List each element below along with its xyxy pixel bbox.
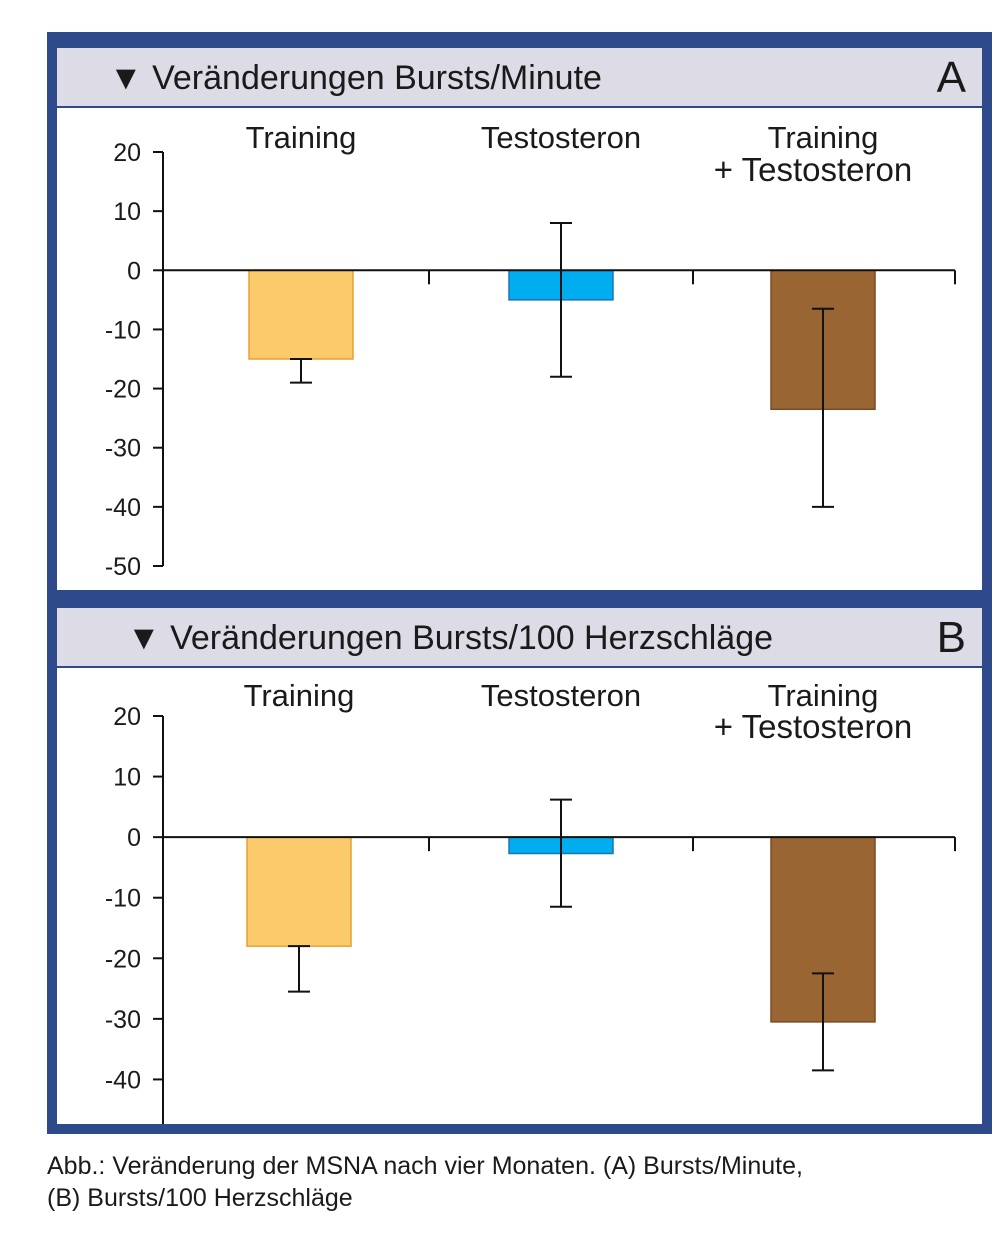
category-label: Training xyxy=(246,120,357,155)
category-label: Training xyxy=(768,678,879,713)
y-tick-label: 20 xyxy=(113,139,141,167)
y-tick-label: -30 xyxy=(105,435,141,463)
panel-b-letter: B xyxy=(936,613,966,662)
y-tick-label: -20 xyxy=(105,945,141,973)
panel-b-title: ▼ Veränderungen Bursts/100 Herzschläge xyxy=(127,619,774,657)
panel-a: ▼ Veränderungen Bursts/Minute A 20 10 0 -10… xyxy=(57,48,982,590)
panel-b-header: ▼ Veränderungen Bursts/100 Herzschläge B xyxy=(57,608,982,668)
y-tick-label: 0 xyxy=(127,824,141,852)
chart-b: 20100-10-20-30-40-50TrainingTestosteronT… xyxy=(105,678,956,1124)
y-tick-label: 20 xyxy=(113,703,141,731)
figure-caption: Abb.: Veränderung der MSNA nach vier Mon… xyxy=(47,1150,987,1214)
caption-line-2: (B) Bursts/100 Herzschläge xyxy=(47,1184,353,1212)
y-tick-label: -20 xyxy=(105,376,141,404)
y-tick-label: -40 xyxy=(105,1066,141,1094)
bar xyxy=(246,836,352,947)
y-tick-label: 10 xyxy=(113,764,141,792)
y-tick-label: -30 xyxy=(105,1006,141,1034)
y-tick-label: -50 xyxy=(105,553,141,581)
panel-a-letter: A xyxy=(936,53,966,102)
category-label: Testosteron xyxy=(481,120,641,155)
y-tick-label: -10 xyxy=(105,316,141,344)
bar xyxy=(248,269,354,360)
figure-frame: ▼ Veränderungen Bursts/Minute A 20 10 0 -10… xyxy=(47,32,992,1134)
caption-line-1: Abb.: Veränderung der MSNA nach vier Mon… xyxy=(47,1152,803,1180)
category-label-line2: + Testosteron xyxy=(714,708,912,745)
category-label: Training xyxy=(768,120,879,155)
category-label-line2: + Testosteron xyxy=(714,151,912,188)
panel-a-title: ▼ Veränderungen Bursts/Minute xyxy=(109,59,602,97)
category-label: Training xyxy=(244,678,355,713)
chart-a: 20 10 0 -10 -20 -30 -40 -50 Training Testosteron T… xyxy=(105,120,956,581)
y-tick-label: -40 xyxy=(105,494,141,522)
panel-a-header: ▼ Veränderungen Bursts/Minute A xyxy=(57,48,982,108)
y-tick-label: 0 xyxy=(127,257,141,285)
y-tick-label: -10 xyxy=(105,885,141,913)
y-tick-label: 10 xyxy=(113,198,141,226)
panel-b: ▼ Veränderungen Bursts/100 Herzschläge B… xyxy=(57,608,982,1124)
category-label: Testosteron xyxy=(481,678,641,713)
